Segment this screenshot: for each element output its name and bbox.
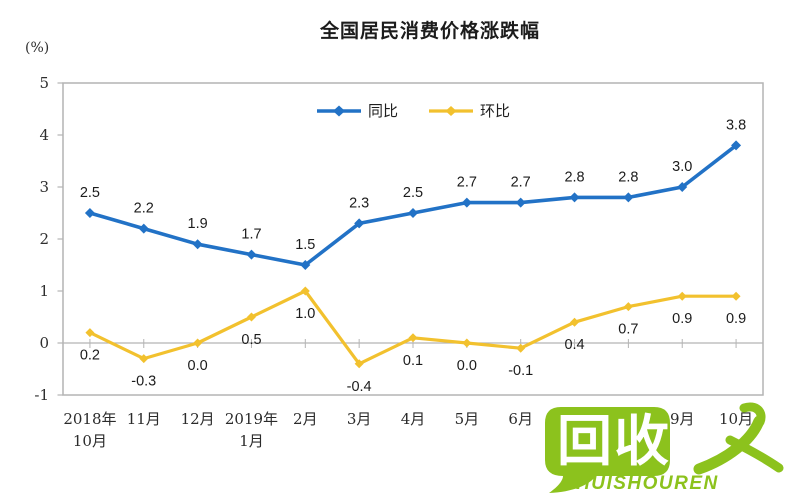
svg-text:4月: 4月 (401, 410, 426, 428)
svg-text:10月: 10月 (719, 410, 753, 428)
svg-text:0.5: 0.5 (241, 332, 261, 348)
svg-text:1.9: 1.9 (188, 216, 208, 232)
svg-text:2月: 2月 (293, 410, 318, 428)
svg-text:-0.4: -0.4 (347, 379, 372, 395)
svg-text:1.5: 1.5 (295, 237, 315, 253)
legend-label-mom: 环比 (480, 103, 511, 120)
svg-text:-0.3: -0.3 (131, 374, 156, 390)
svg-text:0.2: 0.2 (80, 348, 100, 364)
svg-text:0: 0 (39, 334, 49, 352)
svg-text:0.9: 0.9 (726, 311, 746, 327)
plot-frame (62, 82, 764, 396)
svg-text:1.0: 1.0 (295, 306, 315, 322)
svg-text:0.1: 0.1 (403, 353, 423, 369)
svg-text:0.7: 0.7 (618, 322, 638, 338)
svg-text:3.8: 3.8 (726, 117, 746, 133)
data-labels-0: 2.5 2.2 1.9 1.7 1.5 2.3 2.5 2.7 2.7 2.8 2.8 3.0 3.8 (80, 117, 746, 253)
yoy-line-marker-icon (316, 105, 361, 116)
svg-text:3月: 3月 (347, 410, 372, 428)
chart-title: 全国居民消费价格涨跌幅 (319, 21, 540, 42)
svg-text:2018年: 2018年 (63, 410, 116, 428)
chart-legend: 同比 环比 (63, 100, 763, 121)
svg-text:0.9: 0.9 (672, 311, 692, 327)
svg-text:2.5: 2.5 (80, 185, 100, 201)
svg-text:4: 4 (39, 126, 49, 144)
svg-text:12月: 12月 (181, 410, 215, 428)
svg-text:2.7: 2.7 (511, 175, 531, 191)
svg-text:1.7: 1.7 (241, 227, 261, 243)
svg-text:9月: 9月 (670, 410, 695, 428)
svg-text:2: 2 (39, 230, 49, 248)
svg-text:11月: 11月 (127, 410, 161, 428)
legend-item-yoy: 同比 (316, 100, 398, 121)
svg-text:1月: 1月 (239, 432, 264, 450)
y-axis: 5 4 3 2 1 0 -1 (34, 74, 63, 404)
series-line-1 (85, 286, 741, 369)
svg-text:3: 3 (39, 178, 49, 196)
mom-line-marker-icon (429, 105, 473, 116)
svg-text:3.0: 3.0 (672, 159, 692, 175)
svg-text:0.4: 0.4 (564, 337, 584, 353)
svg-text:2.3: 2.3 (349, 195, 369, 211)
svg-text:6月: 6月 (508, 410, 533, 428)
svg-text:2.8: 2.8 (618, 169, 638, 185)
svg-text:-0.1: -0.1 (508, 363, 533, 379)
svg-text:2.5: 2.5 (403, 185, 423, 201)
series-line-0 (84, 140, 742, 270)
svg-text:2019年: 2019年 (225, 410, 278, 428)
svg-text:2.7: 2.7 (457, 175, 477, 191)
svg-text:5: 5 (39, 74, 49, 92)
svg-text:0.0: 0.0 (188, 358, 208, 374)
svg-text:-1: -1 (34, 386, 49, 404)
legend-label-yoy: 同比 (367, 103, 398, 120)
y-axis-unit-label: (%) (25, 40, 50, 56)
svg-text:10月: 10月 (73, 432, 107, 450)
legend-item-mom: 环比 (428, 100, 510, 121)
data-labels-1: 0.2 -0.3 0.0 0.5 1.0 -0.4 0.1 0.0 -0.1 0.4 0.7 0.9 0… (80, 306, 746, 395)
svg-text:1: 1 (39, 282, 49, 300)
x-axis-labels: 2018年 10月 11月 12月 2019年 1月 2月 3月 4月 5月 6月 7月 8月 9月 10月 (63, 410, 753, 450)
svg-text:2.8: 2.8 (564, 169, 584, 185)
svg-text:2.2: 2.2 (134, 201, 154, 217)
svg-text:8月: 8月 (616, 410, 641, 428)
svg-text:7月: 7月 (562, 410, 587, 428)
svg-text:5月: 5月 (455, 410, 480, 428)
svg-text:0.0: 0.0 (457, 358, 477, 374)
